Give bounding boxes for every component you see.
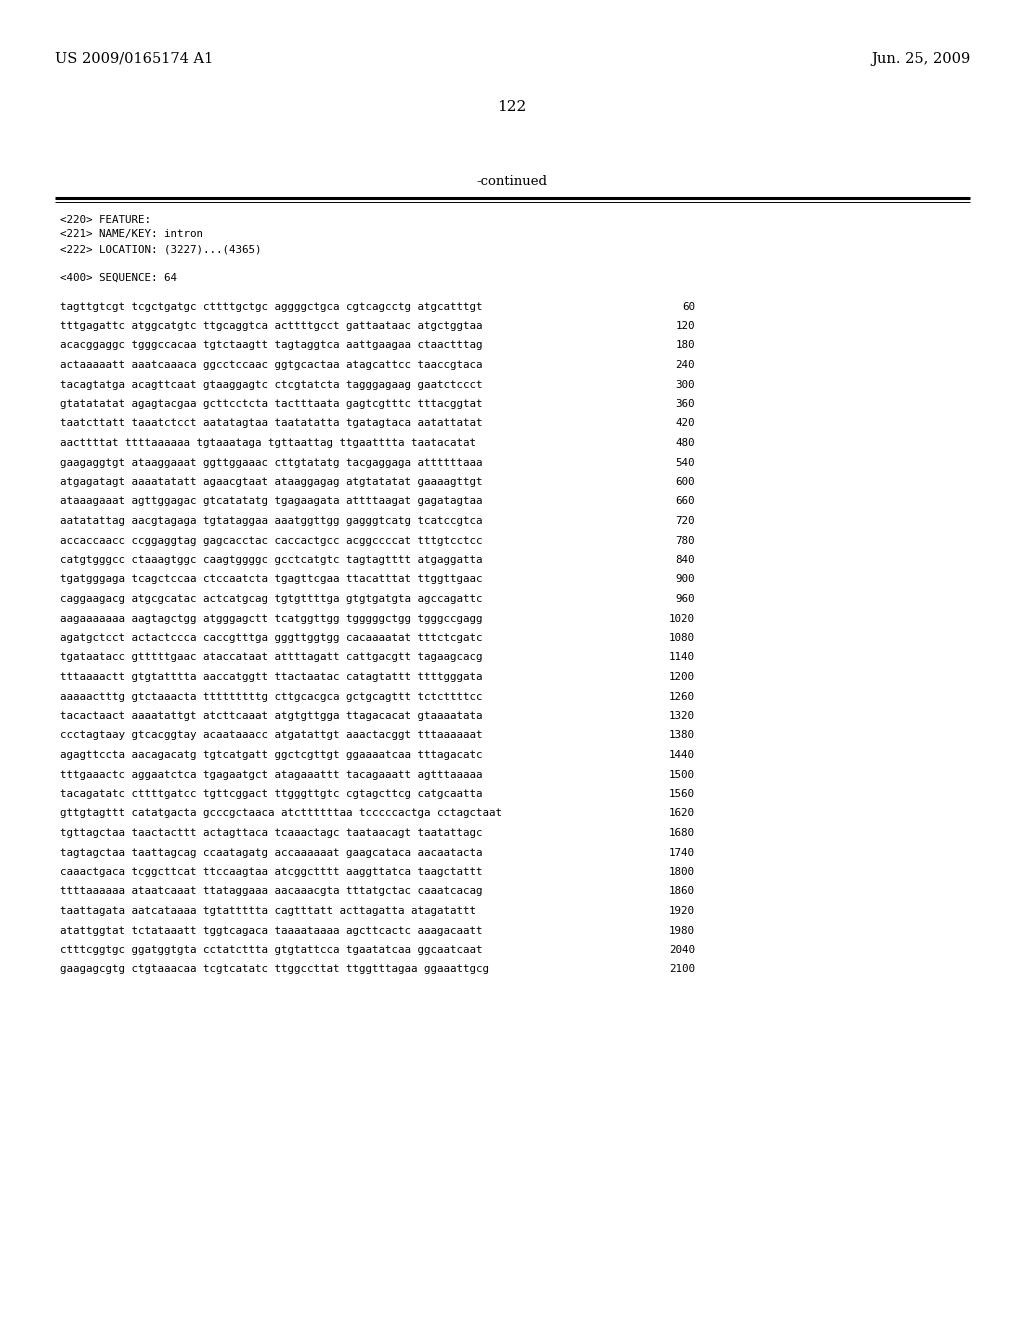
- Text: taatcttatt taaatctcct aatatagtaa taatatatta tgatagtaca aatattatat: taatcttatt taaatctcct aatatagtaa taatata…: [60, 418, 482, 429]
- Text: taattagata aatcataaaa tgtattttta cagtttatt acttagatta atagatattt: taattagata aatcataaaa tgtattttta cagttta…: [60, 906, 476, 916]
- Text: 2040: 2040: [669, 945, 695, 954]
- Text: 1980: 1980: [669, 925, 695, 936]
- Text: 1320: 1320: [669, 711, 695, 721]
- Text: tttgaaactc aggaatctca tgagaatgct atagaaattt tacagaaatt agtttaaaaa: tttgaaactc aggaatctca tgagaatgct atagaaa…: [60, 770, 482, 780]
- Text: ataaagaaat agttggagac gtcatatatg tgagaagata attttaagat gagatagtaa: ataaagaaat agttggagac gtcatatatg tgagaag…: [60, 496, 482, 507]
- Text: tacagatatc cttttgatcc tgttcggact ttgggttgtc cgtagcttcg catgcaatta: tacagatatc cttttgatcc tgttcggact ttgggtt…: [60, 789, 482, 799]
- Text: gaagaggtgt ataaggaaat ggttggaaac cttgtatatg tacgaggaga attttttaaa: gaagaggtgt ataaggaaat ggttggaaac cttgtat…: [60, 458, 482, 467]
- Text: catgtgggcc ctaaagtggc caagtggggc gcctcatgtc tagtagtttt atgaggatta: catgtgggcc ctaaagtggc caagtggggc gcctcat…: [60, 554, 482, 565]
- Text: 1680: 1680: [669, 828, 695, 838]
- Text: atgagatagt aaaatatatt agaacgtaat ataaggagag atgtatatat gaaaagttgt: atgagatagt aaaatatatt agaacgtaat ataagga…: [60, 477, 482, 487]
- Text: aaaaactttg gtctaaacta tttttttttg cttgcacgca gctgcagttt tctcttttcc: aaaaactttg gtctaaacta tttttttttg cttgcac…: [60, 692, 482, 701]
- Text: 780: 780: [676, 536, 695, 545]
- Text: 600: 600: [676, 477, 695, 487]
- Text: 122: 122: [498, 100, 526, 114]
- Text: tacagtatga acagttcaat gtaaggagtc ctcgtatcta tagggagaag gaatctccct: tacagtatga acagttcaat gtaaggagtc ctcgtat…: [60, 380, 482, 389]
- Text: 720: 720: [676, 516, 695, 525]
- Text: 60: 60: [682, 301, 695, 312]
- Text: tgataatacc gtttttgaac ataccataat attttagatt cattgacgtt tagaagcacg: tgataatacc gtttttgaac ataccataat attttag…: [60, 652, 482, 663]
- Text: 960: 960: [676, 594, 695, 605]
- Text: Jun. 25, 2009: Jun. 25, 2009: [870, 51, 970, 66]
- Text: <400> SEQUENCE: 64: <400> SEQUENCE: 64: [60, 273, 177, 282]
- Text: tagttgtcgt tcgctgatgc cttttgctgc aggggctgca cgtcagcctg atgcatttgt: tagttgtcgt tcgctgatgc cttttgctgc aggggct…: [60, 301, 482, 312]
- Text: <222> LOCATION: (3227)...(4365): <222> LOCATION: (3227)...(4365): [60, 244, 261, 253]
- Text: tgatgggaga tcagctccaa ctccaatcta tgagttcgaa ttacatttat ttggttgaac: tgatgggaga tcagctccaa ctccaatcta tgagttc…: [60, 574, 482, 585]
- Text: -continued: -continued: [476, 176, 548, 187]
- Text: 180: 180: [676, 341, 695, 351]
- Text: tttgagattc atggcatgtc ttgcaggtca acttttgcct gattaataac atgctggtaa: tttgagattc atggcatgtc ttgcaggtca acttttg…: [60, 321, 482, 331]
- Text: 1140: 1140: [669, 652, 695, 663]
- Text: aatatattag aacgtagaga tgtataggaa aaatggttgg gagggtcatg tcatccgtca: aatatattag aacgtagaga tgtataggaa aaatggt…: [60, 516, 482, 525]
- Text: accaccaacc ccggaggtag gagcacctac caccactgcc acggccccat tttgtcctcc: accaccaacc ccggaggtag gagcacctac caccact…: [60, 536, 482, 545]
- Text: gttgtagttt catatgacta gcccgctaaca atcttttttaa tcccccactga cctagctaat: gttgtagttt catatgacta gcccgctaaca atcttt…: [60, 808, 502, 818]
- Text: 360: 360: [676, 399, 695, 409]
- Text: caaactgaca tcggcttcat ttccaagtaa atcggctttt aaggttatca taagctattt: caaactgaca tcggcttcat ttccaagtaa atcggct…: [60, 867, 482, 876]
- Text: tttaaaactt gtgtatttta aaccatggtt ttactaatac catagtattt ttttgggata: tttaaaactt gtgtatttta aaccatggtt ttactaa…: [60, 672, 482, 682]
- Text: tacactaact aaaatattgt atcttcaaat atgtgttgga ttagacacat gtaaaatata: tacactaact aaaatattgt atcttcaaat atgtgtt…: [60, 711, 482, 721]
- Text: 1740: 1740: [669, 847, 695, 858]
- Text: 1080: 1080: [669, 634, 695, 643]
- Text: 420: 420: [676, 418, 695, 429]
- Text: 1440: 1440: [669, 750, 695, 760]
- Text: aagaaaaaaa aagtagctgg atgggagctt tcatggttgg tgggggctgg tgggccgagg: aagaaaaaaa aagtagctgg atgggagctt tcatggt…: [60, 614, 482, 623]
- Text: 900: 900: [676, 574, 695, 585]
- Text: 300: 300: [676, 380, 695, 389]
- Text: 120: 120: [676, 321, 695, 331]
- Text: 1260: 1260: [669, 692, 695, 701]
- Text: 2100: 2100: [669, 965, 695, 974]
- Text: gaagagcgtg ctgtaaacaa tcgtcatatc ttggccttat ttggtttagaa ggaaattgcg: gaagagcgtg ctgtaaacaa tcgtcatatc ttggcct…: [60, 965, 489, 974]
- Text: aacttttat ttttaaaaaa tgtaaataga tgttaattag ttgaatttta taatacatat: aacttttat ttttaaaaaa tgtaaataga tgttaatt…: [60, 438, 476, 447]
- Text: atattggtat tctataaatt tggtcagaca taaaataaaa agcttcactc aaagacaatt: atattggtat tctataaatt tggtcagaca taaaata…: [60, 925, 482, 936]
- Text: 240: 240: [676, 360, 695, 370]
- Text: tagtagctaa taattagcag ccaatagatg accaaaaaat gaagcataca aacaatacta: tagtagctaa taattagcag ccaatagatg accaaaa…: [60, 847, 482, 858]
- Text: acacggaggc tgggccacaa tgtctaagtt tagtaggtca aattgaagaa ctaactttag: acacggaggc tgggccacaa tgtctaagtt tagtagg…: [60, 341, 482, 351]
- Text: <220> FEATURE:: <220> FEATURE:: [60, 215, 151, 224]
- Text: ccctagtaay gtcacggtay acaataaacc atgatattgt aaactacggt tttaaaaaat: ccctagtaay gtcacggtay acaataaacc atgatat…: [60, 730, 482, 741]
- Text: 1860: 1860: [669, 887, 695, 896]
- Text: <221> NAME/KEY: intron: <221> NAME/KEY: intron: [60, 230, 203, 239]
- Text: gtatatatat agagtacgaa gcttcctcta tactttaata gagtcgtttc tttacggtat: gtatatatat agagtacgaa gcttcctcta tacttta…: [60, 399, 482, 409]
- Text: caggaagacg atgcgcatac actcatgcag tgtgttttga gtgtgatgta agccagattc: caggaagacg atgcgcatac actcatgcag tgtgttt…: [60, 594, 482, 605]
- Text: ttttaaaaaa ataatcaaat ttataggaaa aacaaacgta tttatgctac caaatcacag: ttttaaaaaa ataatcaaat ttataggaaa aacaaac…: [60, 887, 482, 896]
- Text: agagttccta aacagacatg tgtcatgatt ggctcgttgt ggaaaatcaa tttagacatc: agagttccta aacagacatg tgtcatgatt ggctcgt…: [60, 750, 482, 760]
- Text: 1800: 1800: [669, 867, 695, 876]
- Text: US 2009/0165174 A1: US 2009/0165174 A1: [55, 51, 213, 66]
- Text: 1560: 1560: [669, 789, 695, 799]
- Text: ctttcggtgc ggatggtgta cctatcttta gtgtattcca tgaatatcaa ggcaatcaat: ctttcggtgc ggatggtgta cctatcttta gtgtatt…: [60, 945, 482, 954]
- Text: 1020: 1020: [669, 614, 695, 623]
- Text: tgttagctaa taactacttt actagttaca tcaaactagc taataacagt taatattagc: tgttagctaa taactacttt actagttaca tcaaact…: [60, 828, 482, 838]
- Text: 1380: 1380: [669, 730, 695, 741]
- Text: 480: 480: [676, 438, 695, 447]
- Text: 660: 660: [676, 496, 695, 507]
- Text: 540: 540: [676, 458, 695, 467]
- Text: 840: 840: [676, 554, 695, 565]
- Text: 1200: 1200: [669, 672, 695, 682]
- Text: 1500: 1500: [669, 770, 695, 780]
- Text: 1920: 1920: [669, 906, 695, 916]
- Text: actaaaaatt aaatcaaaca ggcctccaac ggtgcactaa atagcattcc taaccgtaca: actaaaaatt aaatcaaaca ggcctccaac ggtgcac…: [60, 360, 482, 370]
- Text: 1620: 1620: [669, 808, 695, 818]
- Text: agatgctcct actactccca caccgtttga gggttggtgg cacaaaatat tttctcgatc: agatgctcct actactccca caccgtttga gggttgg…: [60, 634, 482, 643]
